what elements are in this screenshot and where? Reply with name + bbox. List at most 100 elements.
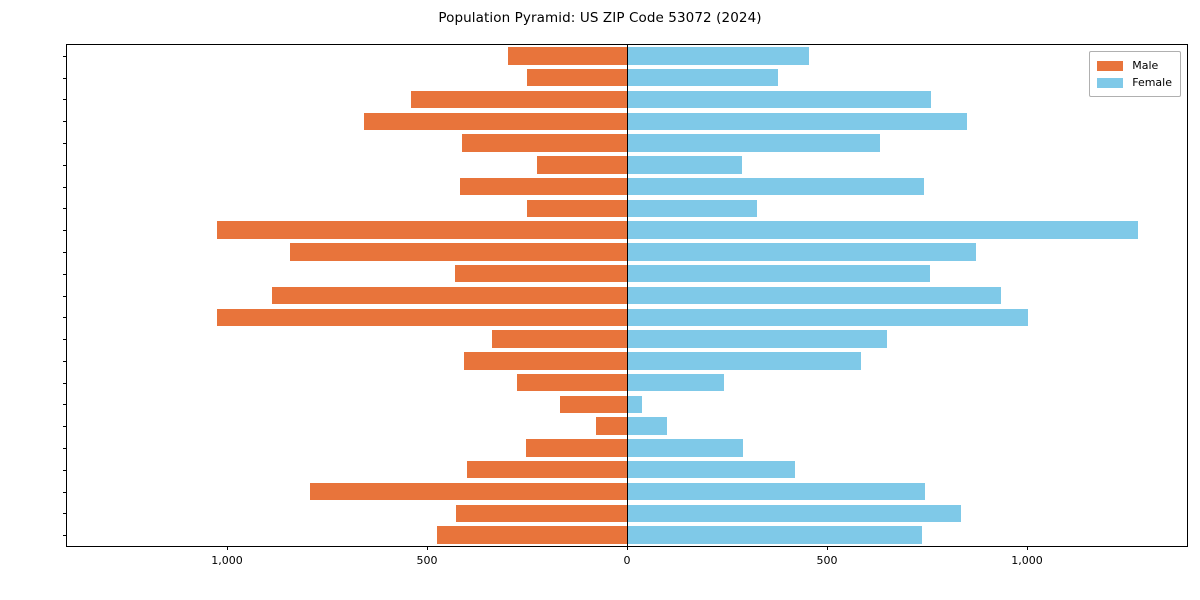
x-axis-tick-label: 1,000 (1011, 554, 1043, 567)
bar-male (527, 68, 627, 87)
legend-item-label: Male (1132, 59, 1159, 72)
bar-row (67, 286, 1187, 305)
x-axis-tick-label: 500 (816, 554, 838, 567)
x-axis-tick-mark (227, 546, 228, 550)
bar-row (67, 265, 1187, 283)
y-axis-tick-mark (63, 339, 67, 341)
page-title: Population Pyramid: US ZIP Code 53072 (2… (438, 10, 762, 26)
bar-row (67, 352, 1187, 370)
bar-male (463, 352, 627, 370)
bar-row (67, 526, 1187, 544)
legend-item: Male (1097, 57, 1172, 74)
bar-row (67, 482, 1187, 501)
bar-row (67, 308, 1187, 326)
zero-axis-line (627, 45, 628, 546)
bar-male (492, 330, 627, 348)
bar-male (526, 439, 627, 457)
bar-row (67, 221, 1187, 239)
bar-female (627, 461, 795, 479)
bar-female (627, 526, 923, 544)
bar-male (507, 47, 627, 65)
bar-male (437, 526, 627, 544)
bar-row (67, 199, 1187, 218)
bar-row (67, 90, 1187, 109)
bar-female (627, 286, 1001, 305)
legend-color-swatch (1097, 77, 1124, 88)
y-axis-tick-mark (63, 164, 67, 166)
y-axis-tick-mark (63, 360, 67, 362)
bar-male (462, 134, 627, 152)
y-axis-tick-mark (63, 273, 67, 275)
bar-male (217, 221, 627, 239)
bar-row (67, 417, 1187, 435)
bar-male (411, 90, 627, 109)
bar-female (627, 265, 930, 283)
y-axis-tick-mark (63, 513, 67, 515)
bar-row (67, 156, 1187, 174)
bar-male (596, 417, 627, 435)
y-axis-tick-mark (63, 77, 67, 79)
bar-male (364, 112, 627, 130)
bar-male (517, 373, 627, 392)
bar-male (527, 199, 627, 218)
y-axis-tick-mark (63, 230, 67, 232)
bar-female (627, 243, 977, 261)
bar-row (67, 112, 1187, 130)
bar-male (217, 308, 627, 326)
bar-female (627, 395, 643, 414)
y-axis-tick-mark (63, 55, 67, 57)
bar-male (459, 177, 627, 196)
y-axis-tick-mark (63, 317, 67, 319)
x-axis-tick-label: 500 (416, 554, 438, 567)
bar-female (627, 352, 861, 370)
x-axis-tick-mark (827, 546, 828, 550)
bar-female (627, 504, 961, 523)
bar-female (627, 439, 743, 457)
bar-row (67, 177, 1187, 196)
x-axis-tick-mark (427, 546, 428, 550)
y-axis-tick-mark (63, 208, 67, 210)
bar-female (627, 112, 968, 130)
bar-female (627, 90, 931, 109)
y-axis-tick-mark (63, 426, 67, 428)
y-axis-tick-mark (63, 447, 67, 449)
plot-area: 85+80-8475-7970-7467-6965-6662-6460-6155… (63, 44, 1188, 567)
bar-row (67, 47, 1187, 65)
bar-female (627, 373, 725, 392)
bar-female (627, 47, 810, 65)
bar-female (627, 199, 757, 218)
bar-female (627, 156, 743, 174)
legend-color-swatch (1097, 60, 1124, 71)
y-axis-tick-mark (63, 469, 67, 471)
x-axis-tick-label: 0 (623, 554, 631, 567)
bar-row (67, 330, 1187, 348)
bar-female (627, 134, 880, 152)
y-axis-tick-mark (63, 251, 67, 253)
y-axis-tick-mark (63, 382, 67, 384)
bar-female (627, 482, 925, 501)
bar-male (272, 286, 627, 305)
y-axis-tick-mark (63, 99, 67, 101)
y-axis-tick-mark (63, 404, 67, 406)
bar-row (67, 504, 1187, 523)
bar-row (67, 373, 1187, 392)
bar-row (67, 134, 1187, 152)
y-axis-tick-mark (63, 186, 67, 188)
bar-male (310, 482, 627, 501)
bar-female (627, 177, 924, 196)
bar-row (67, 395, 1187, 414)
y-axis-tick-mark (63, 143, 67, 145)
y-axis-tick-mark (63, 121, 67, 123)
bar-male (455, 504, 627, 523)
bar-male (560, 395, 627, 414)
bar-female (627, 417, 667, 435)
bar-male (289, 243, 627, 261)
bar-male (455, 265, 627, 283)
bar-male (537, 156, 627, 174)
bar-female (627, 221, 1139, 239)
bar-female (627, 330, 887, 348)
bar-female (627, 308, 1028, 326)
bar-female (627, 68, 778, 87)
bar-row (67, 461, 1187, 479)
